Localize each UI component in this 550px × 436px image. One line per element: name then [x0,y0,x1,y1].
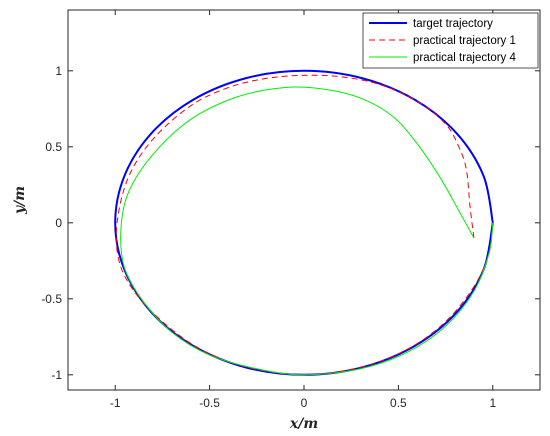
series-layer [114,69,494,376]
x-tick-label: 1 [489,396,496,410]
y-tick-label: -0.5 [41,292,62,306]
y-tick-label: 0.5 [45,140,62,154]
plot-area [67,9,541,391]
x-axis-label: x/m [289,416,318,432]
x-tick-label: 0 [301,396,308,410]
x-tick-label: -0.5 [199,396,220,410]
y-tick-label: 0 [55,216,62,230]
y-tick-label: -1 [51,368,62,382]
series-practical-trajectory-4 [120,86,494,376]
legend-label: practical trajectory 1 [413,35,516,47]
y-axis-label: y/m [12,186,28,215]
x-tick-label: -1 [110,396,121,410]
legend-label: practical trajectory 4 [413,52,517,64]
legend-label: target trajectory [413,18,493,30]
y-tick-label: 1 [55,64,62,78]
axis-ticks: -1 -0.5 0 0.5 1 -1 -0.5 0 0.5 1 [41,10,540,410]
legend: target trajectory practical trajectory 1 p… [362,12,539,69]
x-tick-label: 0.5 [390,396,407,410]
